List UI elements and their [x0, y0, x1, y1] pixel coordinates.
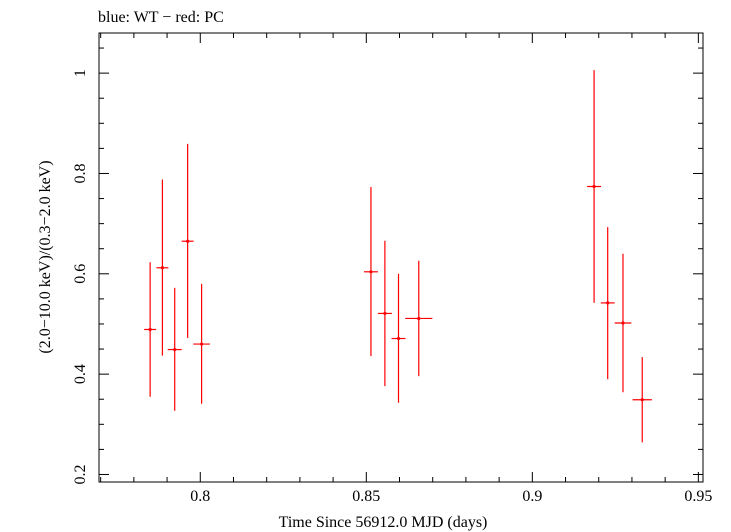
data-point	[363, 187, 378, 357]
data-point	[167, 287, 182, 411]
data-point	[181, 143, 194, 339]
x-tick-label: 0.95	[684, 488, 712, 505]
data-point	[391, 273, 406, 403]
x-tick-label: 0.8	[190, 488, 210, 505]
data-point	[600, 227, 615, 380]
data-point	[405, 260, 433, 377]
data-point	[587, 70, 602, 303]
y-axis-label: (2.0−10.0 keV)/(0.3−2.0 keV)	[37, 160, 54, 353]
point-marker	[160, 266, 165, 270]
y-tick-label: 0.8	[72, 163, 89, 183]
point-marker	[621, 321, 625, 325]
axis-ticks	[99, 33, 703, 482]
point-marker	[173, 347, 177, 352]
point-marker	[383, 311, 387, 316]
data-point	[614, 253, 632, 393]
point-marker	[186, 239, 190, 243]
x-tick-label: 0.85	[352, 488, 380, 505]
point-marker	[148, 327, 152, 332]
x-tick-labels: 0.8 0.85 0.9 0.95	[190, 488, 712, 505]
point-marker	[369, 270, 373, 274]
y-tick-label: 0.6	[72, 264, 89, 284]
data-point	[377, 240, 392, 387]
point-marker	[200, 342, 204, 346]
data-point	[156, 179, 169, 356]
point-marker	[606, 301, 610, 305]
y-tick-labels: 0.2 0.4 0.6 0.8 1	[72, 69, 89, 484]
chart-title: blue: WT − red: PC	[98, 9, 224, 26]
x-axis-label: Time Since 56912.0 MJD (days)	[279, 514, 488, 531]
y-tick-label: 0.4	[72, 364, 89, 384]
point-marker	[640, 398, 644, 402]
data-point	[632, 357, 652, 443]
y-tick-label: 1	[72, 69, 89, 77]
point-marker	[417, 316, 421, 321]
data-points	[144, 70, 652, 443]
y-tick-label: 0.2	[72, 464, 89, 484]
data-point	[144, 262, 157, 397]
data-point	[193, 283, 210, 404]
x-tick-label: 0.9	[522, 488, 542, 505]
point-marker	[396, 336, 401, 341]
point-marker	[592, 184, 596, 189]
plot-frame	[98, 32, 704, 483]
